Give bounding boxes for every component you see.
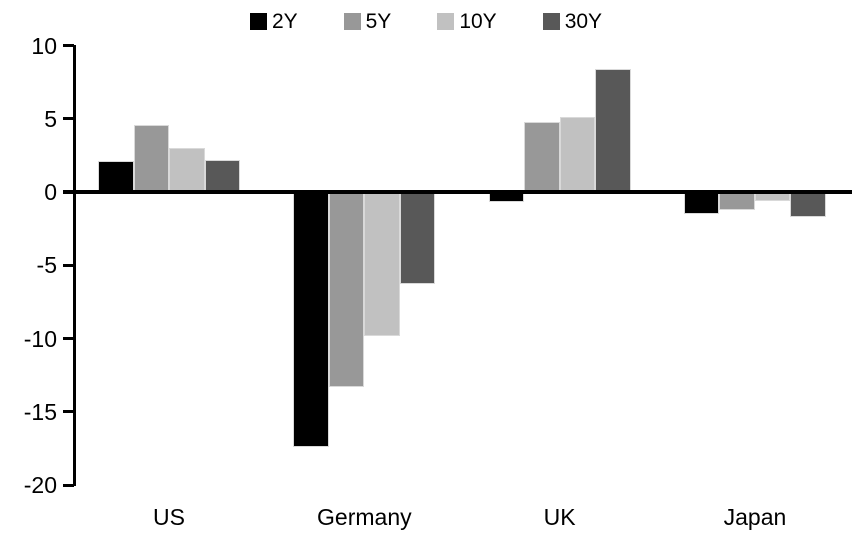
zero-axis-line [63,190,852,194]
y-tick-mark--20 [63,483,74,487]
legend-item-2y: 2Y [249,10,298,33]
bar-japan-5y [719,192,755,210]
y-tick-label-10: 10 [31,32,57,59]
legend-label-2y: 2Y [271,10,298,33]
y-tick-label--20: -20 [23,472,57,498]
legend: 2Y 5Y 10Y 30Y [0,11,852,32]
x-category-label-japan: Japan [723,504,787,530]
bar-uk-30y [595,68,631,192]
y-tick-mark-5 [63,117,74,121]
bar-germany-2y [293,192,329,447]
y-tick-label--5: -5 [36,252,57,279]
legend-swatch-30y [542,13,560,30]
bar-us-10y [169,148,205,192]
bar-us-5y [133,124,169,192]
legend-item-10y: 10Y [437,10,497,33]
y-tick-mark--15 [63,410,74,414]
y-tick-mark-10 [63,44,74,47]
legend-item-5y: 5Y [343,10,392,33]
y-tick-mark--5 [63,263,74,267]
legend-swatch-5y [343,13,361,30]
bar-us-2y [98,161,134,192]
legend-swatch-2y [249,13,267,30]
x-category-label-uk: UK [543,504,576,530]
bar-japan-30y [790,192,826,217]
bar-germany-5y [328,192,365,387]
y-axis-line [73,45,76,486]
legend-item-30y: 30Y [542,10,603,33]
bar-germany-30y [399,192,436,285]
bar-japan-2y [683,192,720,214]
bar-uk-10y [559,117,596,192]
x-category-label-germany: Germany [317,504,412,530]
y-tick-mark--10 [63,337,74,340]
y-tick-label--15: -15 [23,398,57,425]
bar-germany-10y [364,192,400,336]
legend-label-10y: 10Y [459,10,497,33]
legend-swatch-10y [437,13,455,30]
bar-us-30y [204,159,240,192]
bar-uk-5y [524,121,560,192]
y-tick-label-5: 5 [44,105,57,132]
y-tick-label--10: -10 [23,325,57,352]
legend-label-5y: 5Y [365,10,392,33]
legend-label-30y: 30Y [564,10,603,33]
y-tick-label-0: 0 [44,179,57,205]
x-category-label-us: US [153,504,185,530]
